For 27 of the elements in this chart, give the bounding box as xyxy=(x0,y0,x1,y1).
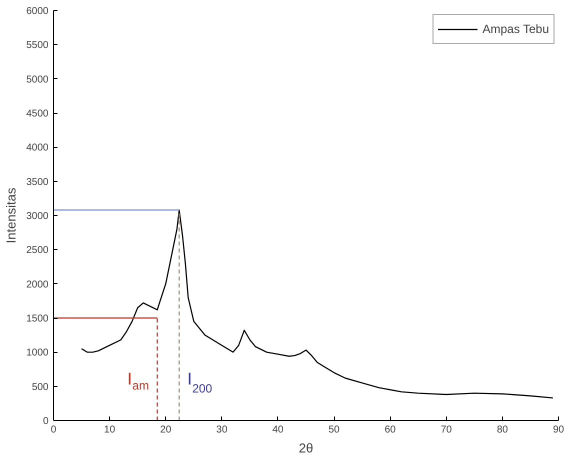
y-tick-label: 6000 xyxy=(26,6,49,17)
y-tick-label: 5000 xyxy=(26,74,49,86)
x-tick-label: 60 xyxy=(384,424,396,436)
y-tick-label: 2500 xyxy=(26,245,49,256)
y-tick-label: 4500 xyxy=(26,108,49,120)
x-tick-label: 70 xyxy=(440,424,452,436)
x-tick-label: 30 xyxy=(216,424,228,436)
y-tick-label: 0 xyxy=(42,416,49,427)
y-tick-label: 3500 xyxy=(26,176,49,188)
x-tick-label: 0 xyxy=(50,424,57,436)
line-series xyxy=(80,209,554,399)
y-tick-label: 4000 xyxy=(26,142,49,154)
y-tick-label: 2000 xyxy=(26,279,49,290)
x-tick-label: 90 xyxy=(552,424,564,436)
y-tick-label: 1500 xyxy=(26,314,49,324)
y-tick-label: 5500 xyxy=(26,40,49,52)
x-tick-label: 50 xyxy=(328,424,340,436)
x-tick-label: 20 xyxy=(160,424,172,436)
y-tick-label: 3000 xyxy=(26,211,49,222)
legend-label: Ampas Tebu xyxy=(482,22,549,36)
x-tick-label: 80 xyxy=(496,424,508,436)
y-tick-label: 500 xyxy=(32,382,49,393)
y-axis-title: Intensitas xyxy=(3,187,18,244)
y-tick-label: 1000 xyxy=(26,348,49,359)
x-axis-title: 2θ xyxy=(298,440,314,456)
x-tick-label: 10 xyxy=(104,424,116,436)
x-tick-label: 40 xyxy=(272,424,284,436)
